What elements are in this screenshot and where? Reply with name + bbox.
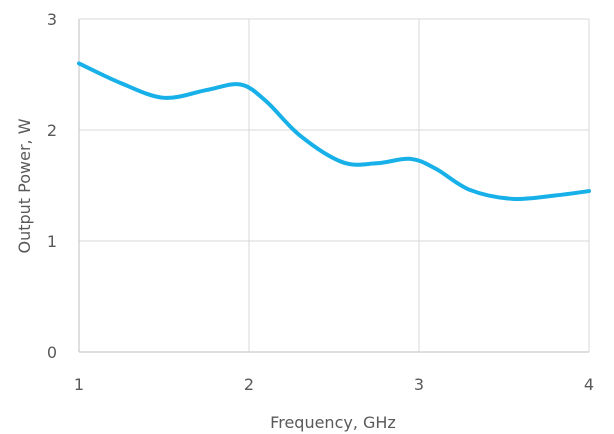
y-tick-label: 3 — [47, 10, 57, 29]
y-tick-labels: 0 1 2 3 — [47, 10, 57, 362]
x-tick-label: 4 — [584, 375, 594, 394]
y-tick-label: 1 — [47, 232, 57, 251]
grid-lines — [79, 18, 590, 352]
y-tick-label: 2 — [47, 121, 57, 140]
x-tick-label: 1 — [74, 375, 84, 394]
x-tick-labels: 1 2 3 4 — [74, 375, 594, 394]
y-tick-label: 0 — [47, 343, 57, 362]
x-tick-label: 2 — [244, 375, 254, 394]
x-tick-label: 3 — [414, 375, 424, 394]
x-axis-label: Frequency, GHz — [270, 413, 396, 432]
y-axis-label: Output Power, W — [15, 118, 34, 253]
series-group — [77, 61, 591, 201]
series-line — [77, 61, 591, 201]
axes — [78, 19, 589, 353]
